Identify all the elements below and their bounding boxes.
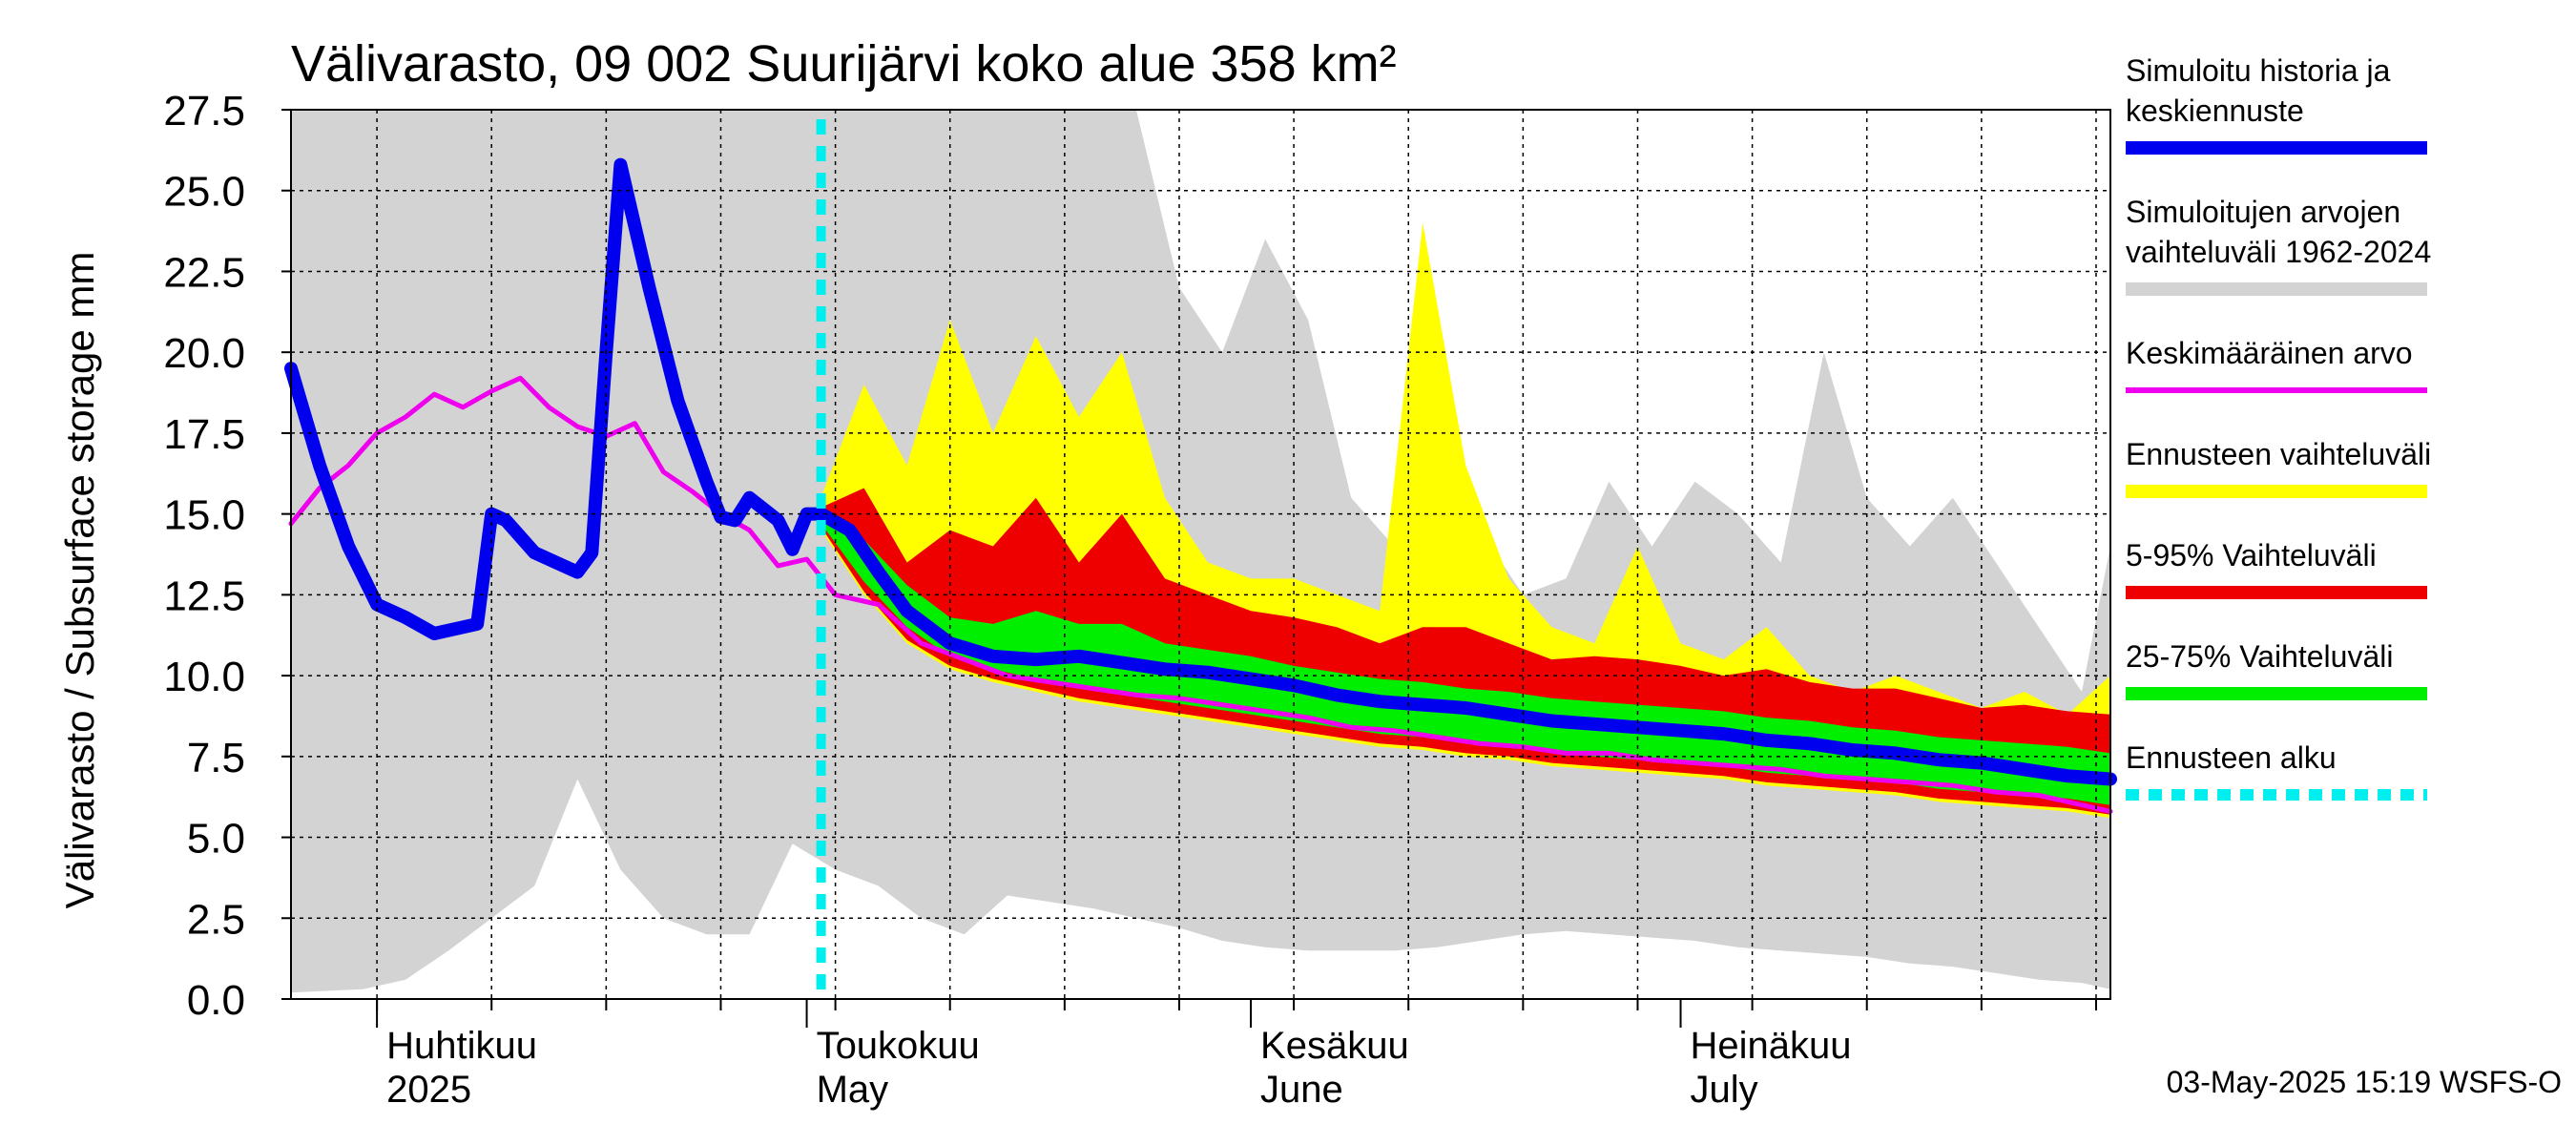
x-month-label: Heinäkuu bbox=[1691, 1025, 1852, 1067]
x-month-sublabel: May bbox=[817, 1069, 889, 1111]
band-25-75-vaihteluv-li bbox=[821, 517, 2110, 805]
y-tick-label: 20.0 bbox=[163, 330, 245, 377]
legend-label: Keskimääräinen arvo bbox=[2126, 336, 2413, 370]
y-tick-label: 27.5 bbox=[163, 88, 245, 135]
y-tick-label: 10.0 bbox=[163, 654, 245, 700]
x-month-sublabel: June bbox=[1260, 1069, 1343, 1111]
y-tick-label: 15.0 bbox=[163, 492, 245, 539]
plot-frame bbox=[290, 109, 2111, 1000]
y-tick-label: 22.5 bbox=[163, 249, 245, 296]
legend: Simuloitu historia ja keskiennuste Simuloi… bbox=[2126, 53, 2431, 801]
x-month-label: Huhtikuu bbox=[386, 1025, 537, 1067]
x-month-label: Kesäkuu bbox=[1260, 1025, 1409, 1067]
y-tick-label: 17.5 bbox=[163, 411, 245, 458]
y-tick-label: 7.5 bbox=[187, 735, 245, 781]
legend-label: 5-95% Vaihteluväli bbox=[2126, 538, 2377, 572]
x-month-sublabel: July bbox=[1691, 1069, 1758, 1111]
y-tick-label: 25.0 bbox=[163, 169, 245, 216]
y-tick-label: 5.0 bbox=[187, 816, 245, 863]
line-simuloitu-historia-ja-keskiennuste bbox=[284, 157, 2117, 786]
legend-label: vaihteluväli 1962-2024 bbox=[2126, 235, 2431, 269]
legend-label: Ennusteen vaihteluväli bbox=[2126, 437, 2431, 471]
legend-label: Simuloitu historia ja bbox=[2126, 53, 2391, 88]
footer-timestamp: 03-May-2025 15:19 WSFS-O bbox=[2167, 1065, 2562, 1099]
y-tick-label: 0.0 bbox=[187, 977, 245, 1024]
chart-title: Välivarasto, 09 002 Suurijärvi koko alue… bbox=[291, 35, 1397, 93]
y-axis-label: Välivarasto / Subsurface storage mm bbox=[57, 252, 102, 909]
x-month-label: Toukokuu bbox=[817, 1025, 980, 1067]
y-tick-label: 2.5 bbox=[187, 896, 245, 943]
legend-label: keskiennuste bbox=[2126, 94, 2304, 128]
legend-label: Ennusteen alku bbox=[2126, 740, 2337, 775]
y-tick-label: 12.5 bbox=[163, 572, 245, 619]
legend-label: 25-75% Vaihteluväli bbox=[2126, 639, 2393, 674]
line-keskim-r-inen-arvo bbox=[288, 375, 2113, 814]
axes: 0.0 2.5 5.0 7.5 10.0 12.5 15.0 17.5 20.0 22.5 25.0… bbox=[163, 88, 2111, 1111]
legend-label: Simuloitujen arvojen bbox=[2126, 195, 2400, 229]
x-month-sublabel: 2025 bbox=[386, 1069, 471, 1111]
